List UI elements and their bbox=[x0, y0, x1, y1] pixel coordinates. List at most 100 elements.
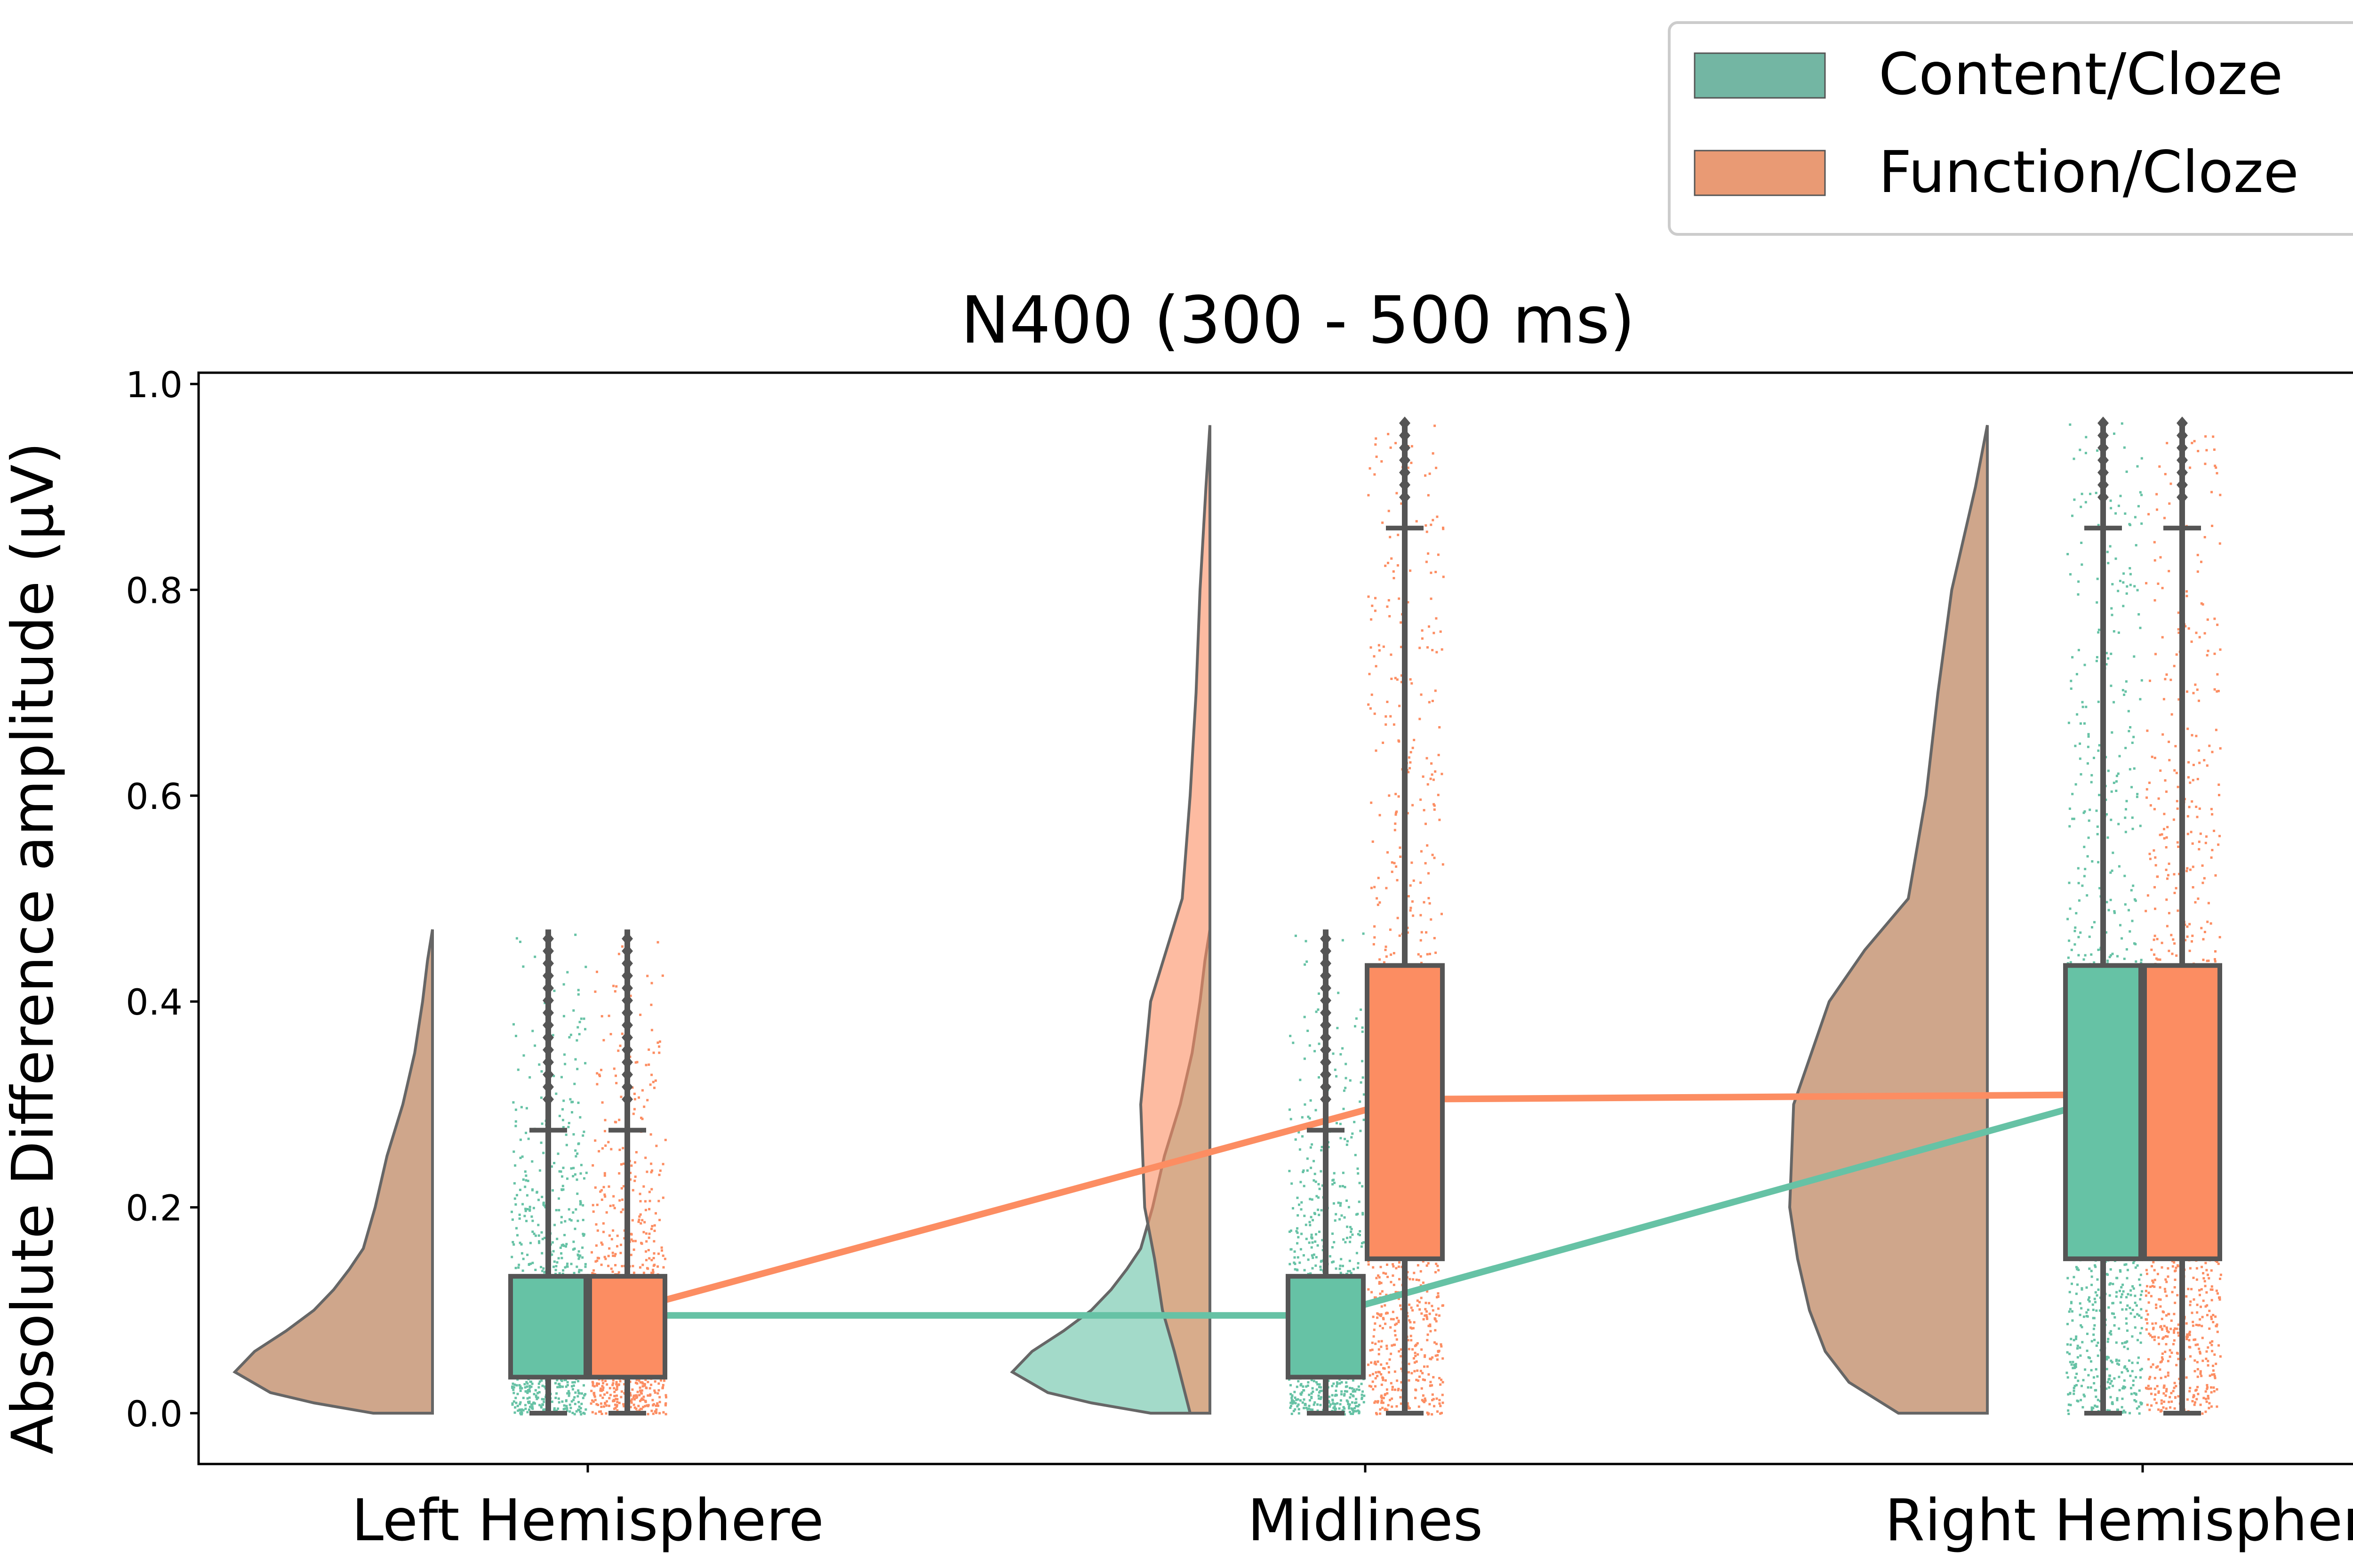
rain-point bbox=[2096, 449, 2099, 452]
rain-point bbox=[621, 1032, 624, 1035]
rain-point bbox=[2207, 960, 2210, 962]
rain-point bbox=[1378, 958, 1381, 961]
rain-point bbox=[522, 1257, 525, 1260]
rain-point bbox=[1373, 1328, 1376, 1331]
rain-point bbox=[2154, 856, 2157, 859]
rain-point bbox=[1382, 1378, 1385, 1381]
rain-point bbox=[665, 1396, 667, 1399]
rain-point bbox=[593, 1395, 596, 1398]
rain-point bbox=[1409, 678, 1412, 681]
rain-point bbox=[2167, 1360, 2169, 1362]
rain-point bbox=[2097, 749, 2100, 752]
rain-point bbox=[2121, 1283, 2124, 1286]
rain-point bbox=[622, 1208, 624, 1211]
rain-point bbox=[1424, 1379, 1426, 1382]
rain-point bbox=[1308, 1117, 1311, 1120]
rain-point bbox=[2196, 570, 2199, 573]
rain-point bbox=[621, 1265, 624, 1267]
rain-point bbox=[556, 1261, 559, 1264]
rain-point bbox=[2110, 1380, 2113, 1383]
rain-point bbox=[1350, 1231, 1353, 1233]
rain-point bbox=[540, 1405, 543, 1408]
rain-point bbox=[1374, 597, 1377, 600]
rain-point bbox=[600, 1413, 603, 1415]
rain-point bbox=[517, 1266, 520, 1269]
rain-point bbox=[569, 1098, 572, 1101]
cloud-content-cloze bbox=[232, 929, 434, 1415]
rain-point bbox=[1350, 1393, 1353, 1396]
rain-point bbox=[2200, 560, 2202, 563]
rain-point bbox=[2146, 1285, 2148, 1288]
rain-point bbox=[2087, 1386, 2089, 1389]
rain-point bbox=[2066, 1323, 2069, 1326]
rain-point bbox=[664, 1394, 667, 1397]
rain-point bbox=[632, 1396, 635, 1399]
rain-point bbox=[620, 1390, 623, 1393]
rain-point bbox=[1306, 1030, 1309, 1032]
rain-point bbox=[2165, 1295, 2168, 1297]
rain-point bbox=[1427, 897, 1430, 900]
rain-point bbox=[1426, 1365, 1429, 1368]
rain-point bbox=[2108, 956, 2111, 959]
rain-point bbox=[2161, 733, 2164, 736]
rain-point bbox=[1315, 1381, 1318, 1384]
rain-point bbox=[1339, 1122, 1342, 1125]
rain-point bbox=[1394, 813, 1397, 816]
rain-point bbox=[2207, 1360, 2209, 1362]
rain-point bbox=[2115, 775, 2118, 777]
rain-point bbox=[648, 1063, 650, 1066]
rain-point bbox=[603, 1172, 606, 1175]
rain-point bbox=[572, 1175, 575, 1177]
rain-point bbox=[2081, 1288, 2083, 1291]
rain-point bbox=[1351, 1401, 1353, 1404]
rain-point bbox=[639, 1389, 641, 1392]
rain-point bbox=[614, 1253, 617, 1256]
rain-point bbox=[1420, 1348, 1423, 1351]
rain-point bbox=[654, 1380, 656, 1383]
rain-point bbox=[2137, 1339, 2139, 1342]
rain-point bbox=[2085, 436, 2088, 439]
rain-point bbox=[2118, 1327, 2121, 1330]
rain-point bbox=[2111, 952, 2114, 955]
rain-point bbox=[590, 1390, 593, 1392]
rain-point bbox=[1419, 1270, 1422, 1273]
rain-point bbox=[1294, 1402, 1297, 1405]
rain-point bbox=[648, 1394, 651, 1397]
rain-point bbox=[1435, 617, 1438, 620]
rain-point bbox=[1413, 739, 1416, 741]
rain-point bbox=[608, 1397, 611, 1400]
rain-point bbox=[1417, 953, 1420, 956]
rain-point bbox=[2170, 1319, 2173, 1322]
rain-point bbox=[1304, 1403, 1307, 1406]
rain-point bbox=[2110, 684, 2113, 687]
rain-point bbox=[561, 1385, 564, 1388]
rain-point bbox=[1391, 1385, 1394, 1388]
rain-point bbox=[2124, 690, 2127, 693]
rain-point bbox=[2169, 482, 2172, 485]
rain-point bbox=[1377, 644, 1380, 647]
rain-point bbox=[2140, 1316, 2143, 1319]
rain-point bbox=[564, 1378, 567, 1381]
rain-point bbox=[1302, 1389, 1305, 1392]
rain-point bbox=[1319, 1404, 1322, 1407]
rain-point bbox=[1410, 682, 1413, 685]
rain-point bbox=[617, 1271, 620, 1274]
rain-point bbox=[594, 1412, 597, 1415]
rain-point bbox=[2083, 810, 2086, 813]
rain-point bbox=[1371, 840, 1374, 843]
rain-point bbox=[1380, 1313, 1383, 1316]
rain-point bbox=[1384, 1322, 1387, 1325]
rain-point bbox=[1387, 510, 1390, 512]
rain-point bbox=[1440, 1378, 1442, 1381]
rain-point bbox=[1428, 1302, 1431, 1304]
rain-point bbox=[2122, 572, 2125, 575]
rain-point bbox=[1409, 761, 1412, 764]
rain-point bbox=[2151, 755, 2153, 758]
rain-point bbox=[1332, 1178, 1335, 1181]
rain-point bbox=[2151, 1322, 2154, 1325]
rain-point bbox=[2066, 1351, 2069, 1354]
rain-point bbox=[2133, 898, 2136, 901]
rain-point bbox=[601, 1147, 604, 1150]
rain-point bbox=[2156, 958, 2159, 961]
rain-point bbox=[528, 1400, 531, 1403]
